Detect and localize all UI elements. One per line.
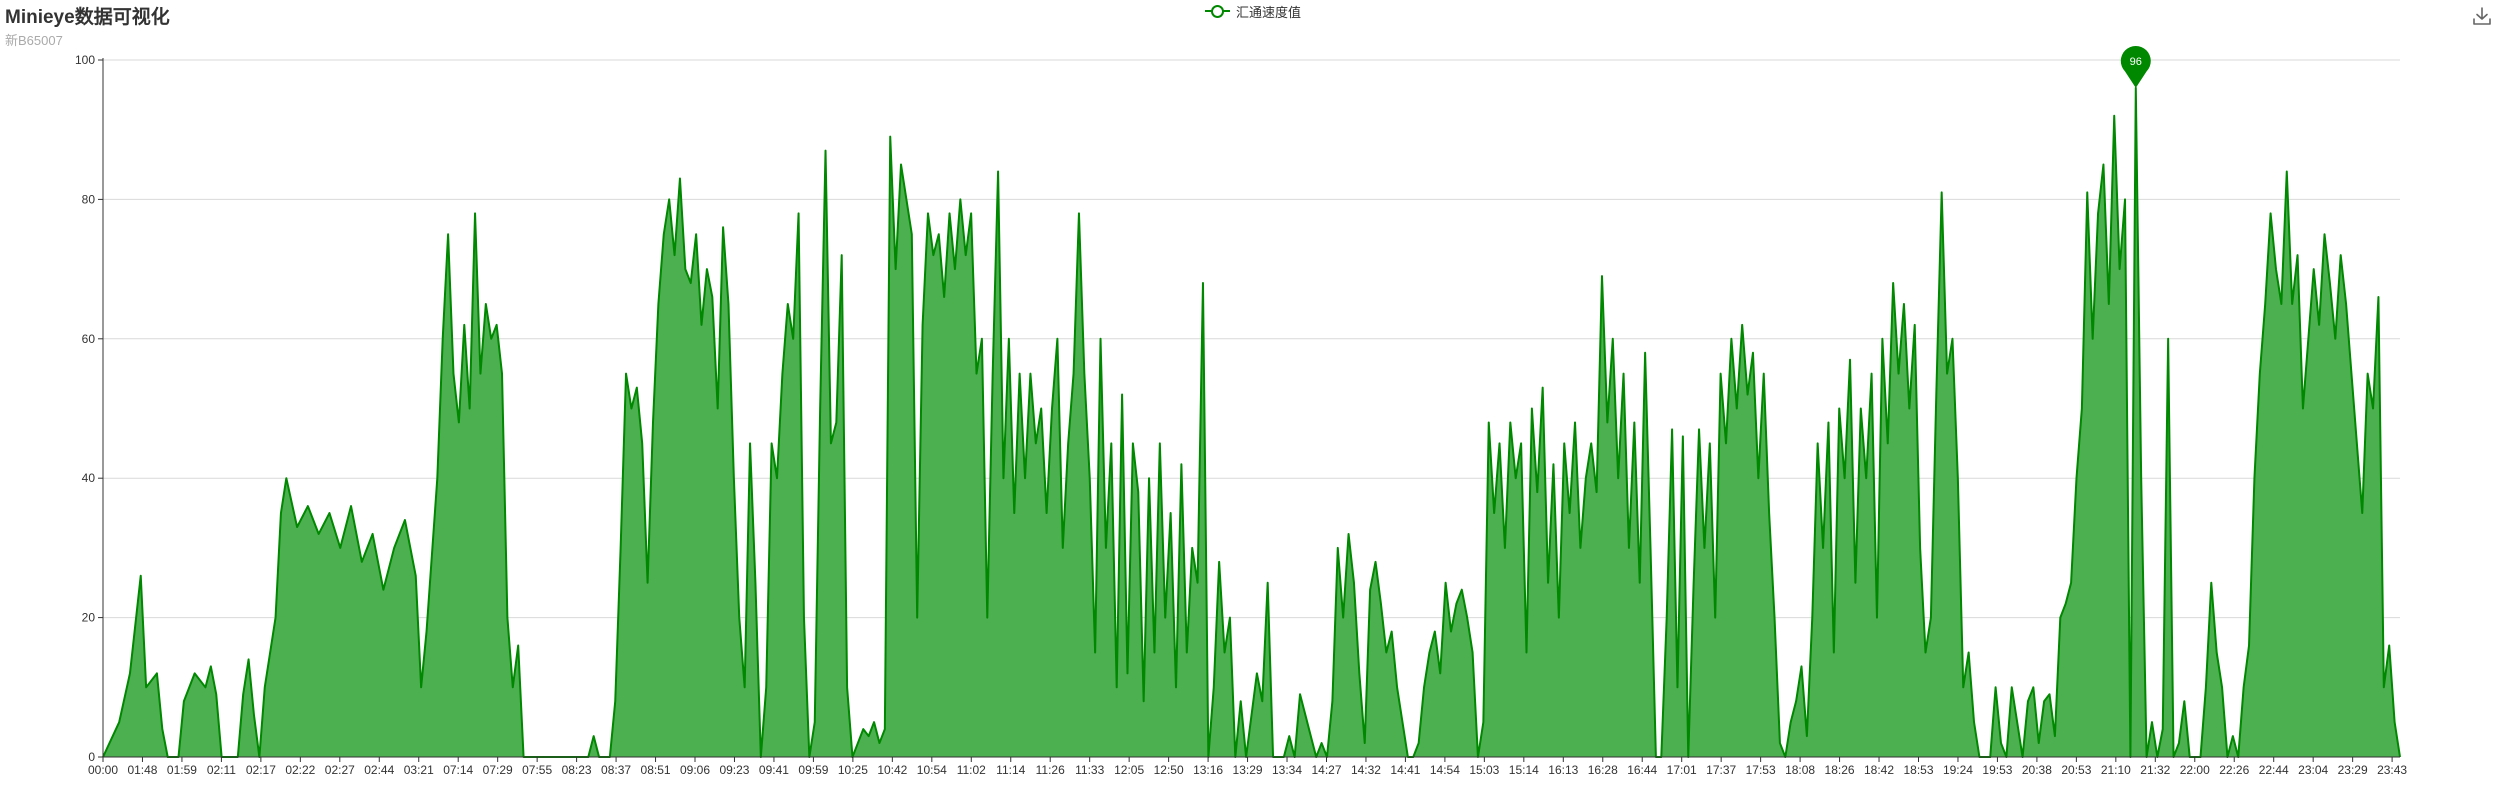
chart-subtitle: 新B65007 <box>5 33 63 48</box>
x-tick-label: 13:16 <box>1193 763 1223 777</box>
chart-title: Minieye数据可视化 <box>5 7 170 28</box>
x-tick-label: 12:05 <box>1114 763 1144 777</box>
x-tick-label: 22:44 <box>2259 763 2289 777</box>
x-tick-label: 07:29 <box>483 763 513 777</box>
x-tick-label: 18:08 <box>1785 763 1815 777</box>
x-tick-label: 09:06 <box>680 763 710 777</box>
series-line <box>102 86 2401 758</box>
y-tick-label: 100 <box>75 53 95 67</box>
x-tick-label: 09:23 <box>719 763 749 777</box>
x-tick-label: 08:51 <box>641 763 671 777</box>
x-tick-label: 11:33 <box>1075 763 1104 777</box>
x-tick-label: 10:42 <box>877 763 907 777</box>
x-tick-label: 13:34 <box>1272 763 1302 777</box>
x-tick-label: 16:13 <box>1548 763 1578 777</box>
x-tick-label: 13:29 <box>1233 763 1263 777</box>
x-tick-label: 18:53 <box>1903 763 1933 777</box>
y-tick-label: 80 <box>82 192 96 206</box>
pin-shape <box>2120 45 2151 88</box>
x-tick-label: 02:22 <box>285 763 315 777</box>
x-tick-label: 11:02 <box>957 763 986 777</box>
y-tick-label: 60 <box>82 332 96 346</box>
legend-label: 汇通速度值 <box>1236 4 1302 20</box>
x-tick-label: 09:59 <box>798 763 828 777</box>
download-icon <box>2473 7 2491 25</box>
x-tick-label: 08:37 <box>601 763 631 777</box>
x-tick-label: 20:38 <box>2022 763 2052 777</box>
x-tick-label: 02:11 <box>207 763 236 777</box>
legend-item[interactable]: 汇通速度值 <box>1205 2 1301 20</box>
x-tick-label: 14:54 <box>1430 763 1460 777</box>
max-value-label: 96 <box>2130 56 2142 68</box>
x-tick-label: 23:43 <box>2377 763 2407 777</box>
x-tick-label: 10:54 <box>917 763 947 777</box>
x-tick-label: 02:44 <box>364 763 394 777</box>
x-tick-label: 21:10 <box>2101 763 2131 777</box>
x-tick-label: 08:23 <box>562 763 592 777</box>
x-tick-label: 09:41 <box>759 763 789 777</box>
save-as-image-button[interactable] <box>2470 4 2494 28</box>
x-tick-label: 14:27 <box>1311 763 1341 777</box>
x-tick-label: 22:26 <box>2219 763 2249 777</box>
x-tick-label: 16:28 <box>1588 763 1618 777</box>
x-tick-label: 02:27 <box>325 763 355 777</box>
x-tick-label: 15:14 <box>1509 763 1539 777</box>
max-value-marker: 96 <box>2120 45 2151 88</box>
x-tick-label: 14:32 <box>1351 763 1381 777</box>
x-tick-label: 17:37 <box>1706 763 1736 777</box>
y-tick-label: 20 <box>82 611 96 625</box>
x-tick-label: 07:55 <box>522 763 552 777</box>
x-tick-label: 19:53 <box>1982 763 2012 777</box>
x-tick-label: 16:44 <box>1627 763 1657 777</box>
x-tick-label: 11:26 <box>1036 763 1065 777</box>
x-tick-label: 19:24 <box>1943 763 1973 777</box>
x-tick-label: 01:59 <box>167 763 197 777</box>
x-tick-label: 12:50 <box>1154 763 1184 777</box>
y-tick-label: 0 <box>88 750 95 764</box>
x-tick-label: 01:48 <box>127 763 157 777</box>
x-tick-label: 20:53 <box>2061 763 2091 777</box>
x-tick-label: 10:25 <box>838 763 868 777</box>
x-tick-label: 17:01 <box>1667 763 1697 777</box>
series-area <box>103 87 2400 757</box>
x-tick-label: 23:04 <box>2298 763 2328 777</box>
x-tick-label: 21:32 <box>2140 763 2170 777</box>
legend-line-circle-icon <box>1205 4 1230 18</box>
x-tick-label: 18:42 <box>1864 763 1894 777</box>
x-tick-label: 14:41 <box>1390 763 1420 777</box>
x-tick-label: 03:21 <box>404 763 434 777</box>
x-tick-label: 00:00 <box>88 763 118 777</box>
x-tick-label: 02:17 <box>246 763 276 777</box>
x-tick-label: 23:29 <box>2338 763 2368 777</box>
x-tick-label: 11:14 <box>996 763 1025 777</box>
x-tick-label: 07:14 <box>443 763 473 777</box>
x-tick-label: 17:53 <box>1746 763 1776 777</box>
x-tick-label: 18:26 <box>1825 763 1855 777</box>
x-tick-label: 22:00 <box>2180 763 2210 777</box>
x-tick-label: 15:03 <box>1469 763 1499 777</box>
y-tick-label: 40 <box>82 471 96 485</box>
